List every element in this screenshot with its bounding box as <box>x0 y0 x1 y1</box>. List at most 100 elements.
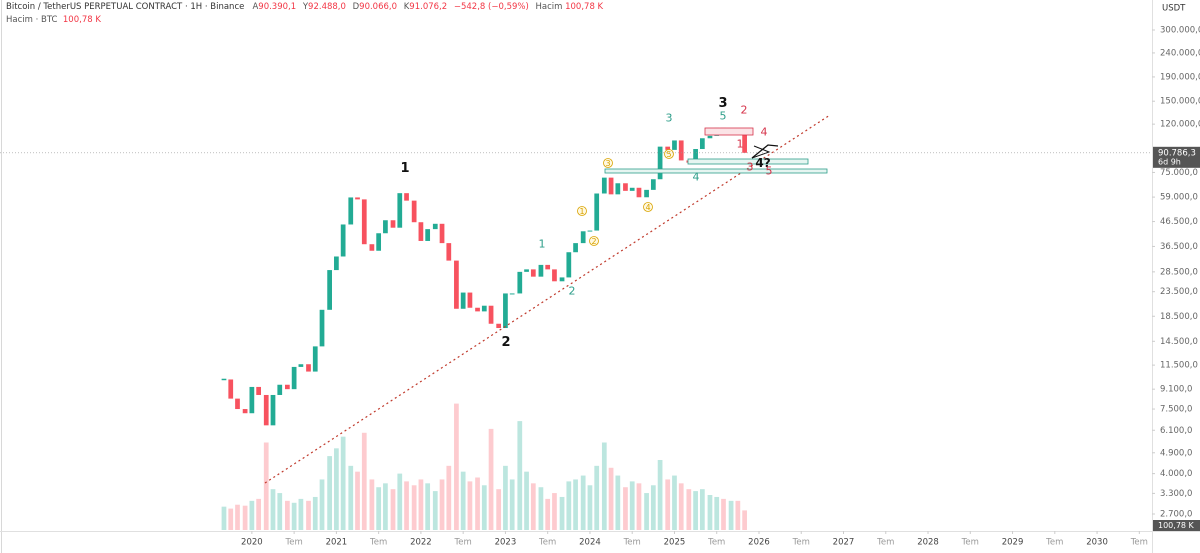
y-tick-label: 300.000,0 <box>1160 25 1200 35</box>
legend-row: Hacim · BTC 100,78 K <box>6 14 607 27</box>
candle <box>235 398 240 410</box>
candle <box>454 260 459 309</box>
volume-bar <box>601 442 607 530</box>
x-tick-label: 2024 <box>579 538 601 548</box>
volume-bar <box>242 505 248 530</box>
x-tick-label: Tem <box>707 538 725 548</box>
volume-bar <box>411 485 417 530</box>
wave-circle <box>577 206 587 216</box>
candle <box>594 193 600 231</box>
volume-bar <box>383 483 388 530</box>
candle <box>418 222 424 241</box>
candle <box>488 305 494 324</box>
volume-bar <box>608 467 614 530</box>
candle <box>608 177 614 195</box>
volume-bar <box>629 481 635 530</box>
wave-label: 5 <box>720 110 727 123</box>
volume-bar <box>721 498 726 530</box>
candle <box>509 293 515 295</box>
y-tick-label: 28.500,0 <box>1160 267 1198 277</box>
volume-bar <box>390 489 396 530</box>
volume-bar <box>221 506 227 530</box>
ohlc-value: 92.488,0 <box>308 2 346 12</box>
wave-circle <box>603 158 613 168</box>
volume-bar <box>228 508 234 530</box>
volume-bar <box>566 481 572 530</box>
y-tick-label: 190.000,0 <box>1160 72 1200 82</box>
wave-path <box>751 144 779 159</box>
volume-bar <box>552 493 557 530</box>
volume-pane <box>221 403 747 530</box>
resistance-zone <box>704 127 754 136</box>
x-tick-label: Tem <box>1130 538 1148 548</box>
volume-bar <box>538 487 544 530</box>
y-tick-label: 18.500,0 <box>1160 312 1198 322</box>
volume-bar <box>348 465 354 530</box>
wave-circle <box>643 202 653 212</box>
x-tick-label: 2023 <box>495 538 517 548</box>
y-tick-label: 4.900,0 <box>1160 448 1192 458</box>
volume-bar <box>256 498 261 530</box>
candle <box>524 269 529 272</box>
currency-label: USDT <box>1162 4 1186 14</box>
x-tick-label: 2022 <box>410 538 432 548</box>
candle <box>312 346 318 372</box>
volume-bar <box>340 436 346 530</box>
y-tick-label: 36.500,0 <box>1160 242 1198 252</box>
volume-bar <box>587 485 593 530</box>
candle <box>256 386 261 395</box>
candle <box>263 394 269 426</box>
candle <box>644 189 649 198</box>
volume-bar <box>432 491 438 530</box>
volume-bar <box>319 479 325 530</box>
y-tick-label: 9.100,0 <box>1160 385 1192 395</box>
wave-label: 3 <box>747 161 754 174</box>
candle <box>390 220 396 228</box>
y-tick-label: 150.000,0 <box>1160 97 1200 107</box>
volume-bar <box>594 465 600 530</box>
price-axis: 300.000,0 240.000,0 190.000,0 150.000,0 120.… <box>1152 25 1200 531</box>
volume-value: 100,78 K <box>62 15 101 25</box>
x-tick-label: Tem <box>792 538 810 548</box>
candle <box>629 187 635 191</box>
volume-bar <box>496 489 502 530</box>
candle <box>376 233 382 251</box>
candle <box>306 364 311 372</box>
candle <box>249 386 255 414</box>
legend-row: Bitcoin / TetherUS PERPETUAL CONTRACT · … <box>6 1 607 14</box>
wave-label: 2 <box>741 104 748 117</box>
candle <box>270 394 276 426</box>
wave-label: 4 <box>645 203 650 212</box>
wave-label: 2 <box>591 237 596 246</box>
wave-label: 3 <box>666 112 673 125</box>
y-tick-label: 11.500,0 <box>1160 361 1198 371</box>
candle <box>538 264 544 277</box>
candle <box>369 244 375 251</box>
candle <box>707 135 713 139</box>
volume-bar <box>728 500 734 530</box>
candles <box>221 127 747 426</box>
volume-bar <box>742 510 747 530</box>
x-tick-label: 2025 <box>664 538 686 548</box>
x-tick-label: 2028 <box>917 538 939 548</box>
candle <box>432 223 438 230</box>
ohlc-name: D <box>352 2 360 12</box>
candle <box>672 140 677 150</box>
y-tick-label: 75.000,0 <box>1160 168 1198 178</box>
x-tick-label: 2021 <box>326 538 348 548</box>
x-tick-label: 2030 <box>1086 538 1108 548</box>
volume-bar <box>277 493 283 530</box>
candle <box>467 292 473 308</box>
x-tick-label: 2026 <box>748 538 770 548</box>
last-price-label: 90.786,3 <box>1158 148 1196 158</box>
volume-bar <box>650 485 656 530</box>
candle <box>650 179 656 190</box>
candle <box>284 384 290 390</box>
volume-bar <box>686 489 692 530</box>
candle <box>481 305 487 312</box>
price-change: −542,8 (−0,59%) <box>453 2 529 12</box>
countdown-label: 6d 9h <box>1158 157 1181 166</box>
volume-bar <box>460 471 466 530</box>
ohlc-value: 91.076,2 <box>409 2 448 12</box>
volume-bar <box>249 500 255 530</box>
